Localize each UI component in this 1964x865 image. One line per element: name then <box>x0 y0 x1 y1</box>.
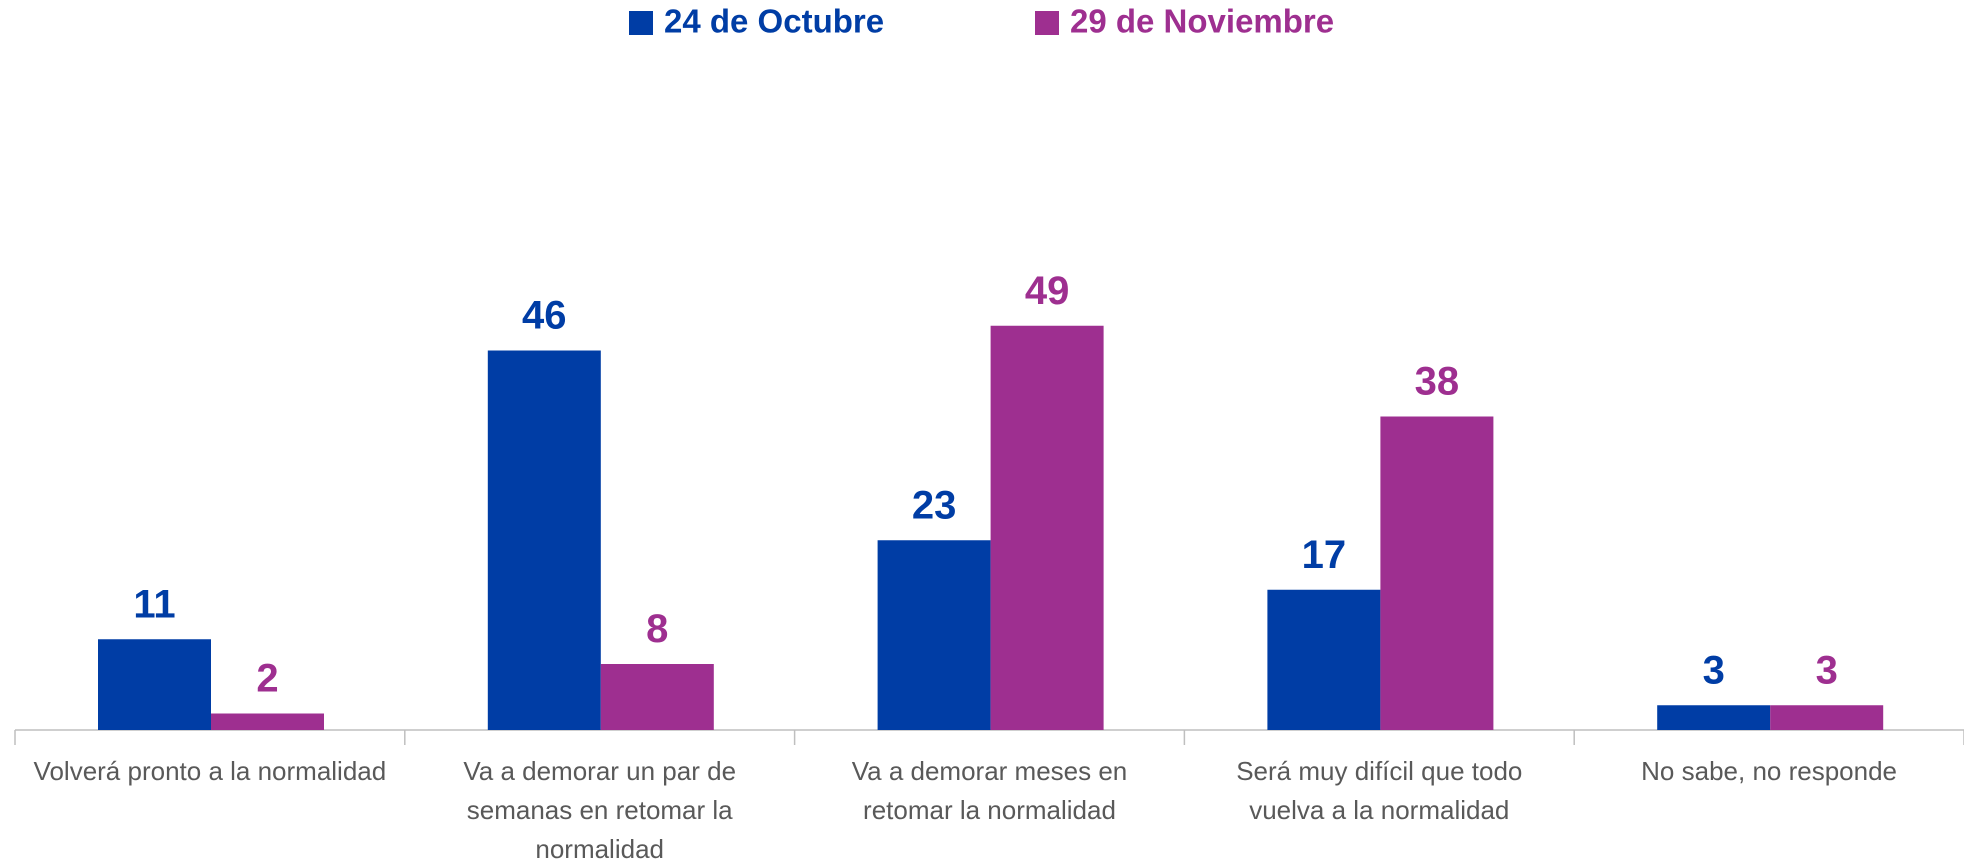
x-tick-label: Va a demorar meses en retomar la normali… <box>851 756 1128 825</box>
legend-swatch <box>1035 11 1059 35</box>
x-tick-label: Va a demorar un par de semanas en retoma… <box>463 756 737 864</box>
bar <box>1770 705 1884 730</box>
value-label: 3 <box>1703 648 1725 692</box>
bar <box>600 664 714 730</box>
value-label: 8 <box>646 607 668 651</box>
bar <box>877 540 991 730</box>
legend-label: 29 de Noviembre <box>1070 3 1334 40</box>
bar <box>211 713 324 730</box>
value-label: 17 <box>1302 533 1347 577</box>
value-label: 23 <box>912 483 957 527</box>
value-label: 2 <box>256 657 278 701</box>
value-label: 11 <box>133 582 175 626</box>
bar <box>1657 705 1771 730</box>
x-tick-label: No sabe, no responde <box>1641 756 1898 786</box>
bar <box>1380 416 1494 730</box>
bar <box>487 350 601 730</box>
bar <box>1267 589 1381 730</box>
value-label: 3 <box>1816 648 1838 692</box>
value-label: 49 <box>1025 269 1070 313</box>
x-tick-label: Será muy difícil que todo vuelva a la no… <box>1236 756 1523 825</box>
value-label: 38 <box>1415 360 1460 404</box>
legend-swatch <box>629 11 653 35</box>
bar <box>990 325 1104 730</box>
legend-label: 24 de Octubre <box>664 3 884 40</box>
bar <box>98 639 211 730</box>
value-label: 46 <box>522 294 567 338</box>
x-tick-label: Volverá pronto a la normalidad <box>33 756 387 786</box>
